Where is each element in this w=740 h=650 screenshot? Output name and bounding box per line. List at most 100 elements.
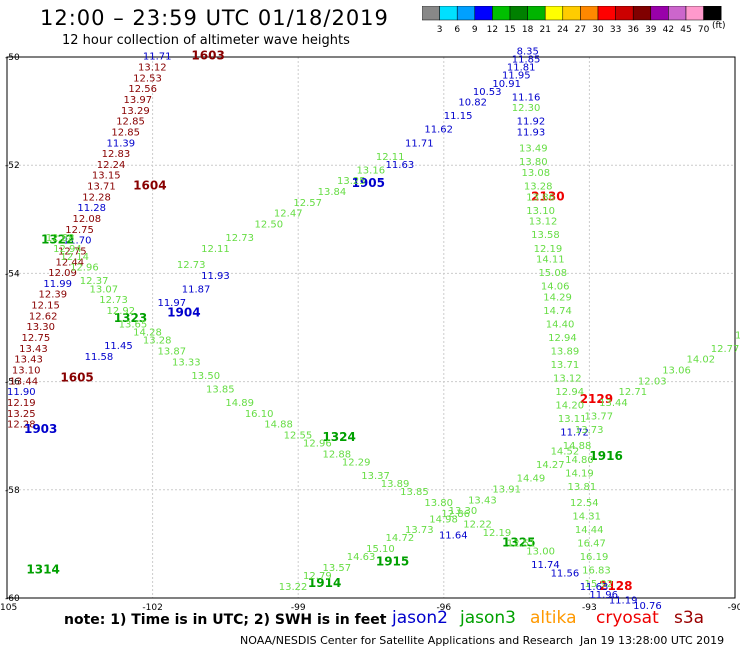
swh-value: 12.50 xyxy=(255,219,284,230)
pass-time-label: 2128 xyxy=(599,579,632,593)
swh-value: 14.31 xyxy=(572,512,601,523)
swh-value: 12.75 xyxy=(65,225,94,236)
swh-value: 11.63 xyxy=(386,160,415,171)
swh-value: 12.40 xyxy=(735,330,740,341)
swh-value: 13.00 xyxy=(526,547,555,558)
swh-value: 13.50 xyxy=(191,371,220,382)
swh-value: 13.44 xyxy=(599,398,628,409)
swh-value: 13.87 xyxy=(157,347,186,358)
colorbar-tick-label: 45 xyxy=(680,25,691,35)
y-tick-label: -58 xyxy=(5,486,20,496)
swh-value: 13.65 xyxy=(119,320,148,331)
swh-value: 14.29 xyxy=(543,292,572,303)
swh-value: 12.85 xyxy=(111,127,140,138)
swh-value: 12.47 xyxy=(274,209,303,220)
swh-value: 12.86 xyxy=(441,509,470,520)
swh-value: 11.39 xyxy=(106,138,135,149)
swh-value: 14.89 xyxy=(225,398,254,409)
swh-value: 13.85 xyxy=(400,487,429,498)
swh-value: 12.03 xyxy=(638,376,667,387)
swh-value: 15.92 xyxy=(585,579,614,590)
swh-value: 14.88 xyxy=(264,420,293,431)
swh-value: 13.43 xyxy=(468,495,497,506)
swh-value: 13.06 xyxy=(662,365,691,376)
swh-value: 13.28 xyxy=(143,336,172,347)
colorbar-tick-label: 36 xyxy=(627,25,639,35)
pass-time-label: 1916 xyxy=(589,449,622,463)
swh-value: 13.89 xyxy=(551,347,580,358)
swh-value: 13.30 xyxy=(26,322,55,333)
swh-value: 12.44 xyxy=(56,257,85,268)
swh-value: 13.85 xyxy=(206,384,235,395)
swh-value: 14.20 xyxy=(555,401,584,412)
swh-value: 12.88 xyxy=(46,233,75,244)
swh-value: 12.71 xyxy=(619,387,648,398)
swh-value: 12.11 xyxy=(376,152,405,163)
swh-value: 12.96 xyxy=(70,263,99,274)
swh-value: 11.64 xyxy=(439,530,468,541)
pass-time-label: 1905 xyxy=(352,176,385,190)
swh-value: 11.71 xyxy=(143,52,172,63)
swh-value: 14.11 xyxy=(536,255,565,266)
swh-value: 11.56 xyxy=(551,568,580,579)
swh-value: 13.97 xyxy=(123,95,152,106)
swh-value: 14.52 xyxy=(551,447,580,458)
generated-timestamp: Jan 19 13:28:00 UTC 2019 xyxy=(580,634,725,647)
swh-value: 12.55 xyxy=(284,430,313,441)
colorbar-tick-label: 24 xyxy=(557,25,569,35)
swh-value: 13.30 xyxy=(449,506,478,517)
swh-value: 12.09 xyxy=(48,268,77,279)
swh-value: 12.79 xyxy=(303,571,332,582)
swh-value: 11.58 xyxy=(85,352,114,363)
swh-value: 11.96 xyxy=(589,590,618,601)
swh-value: 13.84 xyxy=(318,187,347,198)
swh-value: 12.53 xyxy=(133,73,162,84)
swh-value: 13.57 xyxy=(322,563,351,574)
swh-value: 11.28 xyxy=(77,203,106,214)
pass-time-label: 1322 xyxy=(41,233,74,247)
x-tick-label: -93 xyxy=(582,603,597,613)
swh-value: 11.63 xyxy=(580,582,609,593)
swh-value: 12.37 xyxy=(80,276,109,287)
x-tick-label: -90 xyxy=(728,603,740,613)
pass-time-label: 1324 xyxy=(322,430,355,444)
swh-value: 12.28 xyxy=(7,420,36,431)
swh-value: 12.85 xyxy=(116,117,145,128)
swh-value: 12.22 xyxy=(463,520,492,531)
swh-value: 15.10 xyxy=(366,544,395,555)
swh-value: 13.10 xyxy=(12,365,41,376)
swh-value: 16.83 xyxy=(582,566,611,577)
pass-time-label: 2130 xyxy=(531,189,564,203)
y-tick-label: -50 xyxy=(5,53,20,63)
swh-value: 13.91 xyxy=(492,485,521,496)
colorbar-tick-label: 18 xyxy=(522,25,534,35)
swh-value: 11.19 xyxy=(609,595,638,606)
x-tick-label: -105 xyxy=(0,603,17,613)
swh-value: 13.25 xyxy=(337,176,366,187)
swh-value: 12.08 xyxy=(73,214,102,225)
swh-value: 12.77 xyxy=(711,344,740,355)
swh-value: 11.71 xyxy=(405,138,434,149)
swh-value: 13.12 xyxy=(529,217,558,228)
legend-cryosat: cryosat xyxy=(596,608,659,628)
swh-value: 11.72 xyxy=(560,428,589,439)
pass-time-label: 1904 xyxy=(167,306,200,320)
swh-value: 12.14 xyxy=(60,252,89,263)
swh-value: 14.06 xyxy=(541,282,570,293)
swh-value: 11.74 xyxy=(531,560,560,571)
swh-value: 12.54 xyxy=(570,498,599,509)
x-tick-label: -102 xyxy=(142,603,162,613)
swh-value: 11.62 xyxy=(424,125,453,136)
swh-value: 12.57 xyxy=(293,198,322,209)
swh-value: 13.29 xyxy=(121,106,150,117)
y-tick-label: -52 xyxy=(5,161,20,171)
swh-value: 11.15 xyxy=(444,111,473,122)
swh-value: 14.02 xyxy=(686,355,715,366)
footer-note: note: 1) Time is in UTC; 2) SWH is in fe… xyxy=(64,612,387,628)
colorbar-tick-label: 6 xyxy=(454,25,460,35)
swh-value: 12.73 xyxy=(177,260,206,271)
swh-value: 12.19 xyxy=(7,398,36,409)
swh-value: 12.51 xyxy=(507,539,536,550)
swh-value: 13.81 xyxy=(568,482,597,493)
swh-value: 13.73 xyxy=(575,425,604,436)
